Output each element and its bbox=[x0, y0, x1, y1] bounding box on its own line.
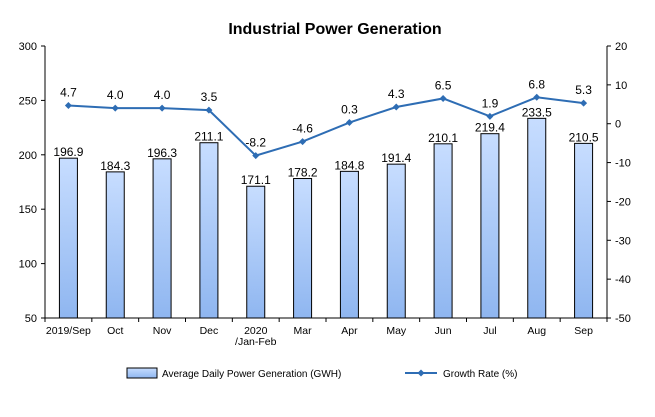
x-tick-label: Dec bbox=[200, 325, 219, 337]
bar bbox=[386, 163, 406, 319]
growth-rate-point bbox=[299, 138, 307, 146]
bar-data-label: 210.5 bbox=[569, 130, 599, 144]
growth-rate-point bbox=[64, 101, 72, 109]
left-tick-label: 50 bbox=[25, 313, 37, 325]
growth-rate-line bbox=[68, 96, 584, 157]
growth-rate-point bbox=[486, 112, 494, 120]
x-tick-label: Aug bbox=[527, 325, 546, 337]
growth-rate-label: 4.7 bbox=[60, 85, 77, 99]
plot-area: 50100150200250300-50-40-30-20-1001020201… bbox=[19, 41, 631, 380]
bar bbox=[105, 171, 125, 319]
left-tick-label: 150 bbox=[19, 204, 37, 216]
x-tick-label: /Jan-Feb bbox=[235, 336, 277, 348]
right-tick-label: 20 bbox=[615, 41, 627, 53]
growth-rate-label: 1.9 bbox=[482, 96, 499, 110]
bar-data-label: 191.4 bbox=[381, 151, 411, 165]
x-tick-label: Oct bbox=[107, 325, 123, 337]
x-tick-label: 2020 bbox=[244, 325, 268, 337]
growth-rate-point bbox=[392, 103, 400, 111]
bar-data-label: 178.2 bbox=[288, 166, 318, 180]
bar bbox=[152, 158, 172, 319]
legend-line-label: Growth Rate (%) bbox=[443, 369, 517, 380]
bar bbox=[246, 185, 266, 319]
right-tick-label: -20 bbox=[615, 196, 631, 208]
growth-rate-label: 0.3 bbox=[341, 103, 358, 117]
bar-data-label: 210.1 bbox=[428, 131, 458, 145]
bar bbox=[574, 142, 594, 319]
x-tick-label: 2019/Sep bbox=[46, 325, 91, 337]
legend-bar-swatch bbox=[126, 367, 158, 379]
right-tick-label: -10 bbox=[615, 158, 631, 170]
left-tick-label: 300 bbox=[19, 41, 37, 53]
growth-rate-label: 3.5 bbox=[201, 90, 218, 104]
bar-data-label: 196.9 bbox=[53, 145, 83, 159]
growth-rate-label: 4.0 bbox=[154, 88, 171, 102]
bar-data-label: 171.1 bbox=[241, 173, 271, 187]
growth-rate-label: -4.6 bbox=[292, 122, 313, 136]
x-tick-label: Sep bbox=[574, 325, 593, 337]
x-tick-label: Jun bbox=[435, 325, 452, 337]
x-tick-label: Mar bbox=[294, 325, 313, 337]
x-tick-label: Jul bbox=[483, 325, 496, 337]
growth-rate-label: 6.8 bbox=[528, 77, 545, 91]
bar bbox=[293, 178, 313, 319]
bar bbox=[339, 170, 359, 319]
growth-rate-label: 5.3 bbox=[575, 83, 592, 97]
growth-rate-label: 6.5 bbox=[435, 78, 452, 92]
x-tick-label: Nov bbox=[153, 325, 172, 337]
bar-data-label: 184.3 bbox=[100, 159, 130, 173]
bar bbox=[58, 157, 78, 319]
bar-data-label: 184.8 bbox=[334, 158, 364, 172]
growth-rate-label: -8.2 bbox=[245, 136, 266, 150]
right-tick-label: -40 bbox=[615, 274, 631, 286]
growth-rate-point bbox=[533, 93, 541, 101]
bar-data-label: 219.4 bbox=[475, 121, 505, 135]
bar-data-label: 196.3 bbox=[147, 146, 177, 160]
legend-bar-label: Average Daily Power Generation (GWH) bbox=[162, 369, 341, 380]
x-tick-label: May bbox=[386, 325, 407, 337]
bar-data-label: 211.1 bbox=[194, 130, 223, 144]
growth-rate-point bbox=[439, 94, 447, 102]
left-tick-label: 200 bbox=[19, 150, 37, 162]
bar bbox=[527, 117, 547, 319]
x-tick-label: Apr bbox=[341, 325, 358, 337]
right-tick-label: 0 bbox=[615, 119, 621, 131]
bar-data-label: 233.5 bbox=[522, 105, 552, 119]
growth-rate-label: 4.0 bbox=[107, 88, 124, 102]
growth-rate-point bbox=[345, 119, 353, 127]
bar bbox=[199, 142, 219, 319]
growth-rate-point bbox=[580, 99, 588, 107]
right-tick-label: -30 bbox=[615, 235, 631, 247]
right-tick-label: -50 bbox=[615, 313, 631, 325]
bar bbox=[433, 143, 453, 319]
growth-rate-point bbox=[205, 106, 213, 114]
legend-line-marker bbox=[417, 369, 425, 377]
chart-title: Industrial Power Generation bbox=[228, 21, 441, 38]
left-tick-label: 250 bbox=[19, 95, 37, 107]
bar bbox=[480, 133, 500, 319]
growth-rate-point bbox=[111, 104, 119, 112]
left-tick-label: 100 bbox=[19, 259, 37, 271]
growth-rate-label: 4.3 bbox=[388, 87, 405, 101]
growth-rate-point bbox=[252, 152, 260, 160]
growth-rate-point bbox=[158, 104, 166, 112]
right-tick-label: 10 bbox=[615, 80, 627, 92]
